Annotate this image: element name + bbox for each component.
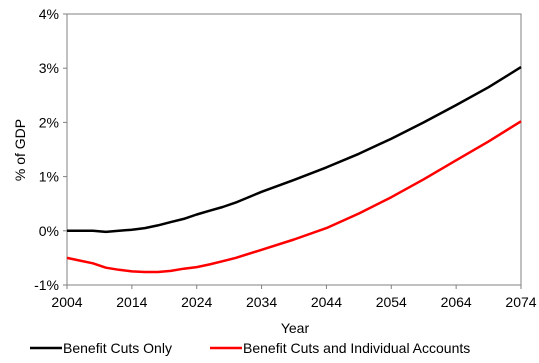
y-tick-label: 2% [39,114,59,130]
x-tick-label: 2064 [441,294,472,310]
x-tick-label: 2054 [376,294,407,310]
legend: Benefit Cuts Only Benefit Cuts and Indiv… [30,340,470,356]
tick-labels: -1% 0% 1% 2% 3% 4% 2004 2014 2024 2034 2044 2054 206… [34,6,537,310]
axes [63,13,522,289]
y-tick-label: -1% [34,277,59,293]
series-line-benefit-cuts-only [67,66,522,234]
y-tick-label: 1% [39,169,59,185]
x-tick-label: 2014 [116,294,147,310]
legend-label-benefit-cuts-and-individual-accounts: Benefit Cuts and Individual Accounts [243,340,470,356]
x-tick-label: 2044 [311,294,342,310]
y-tick-label: 3% [39,60,59,76]
legend-label-benefit-cuts-only: Benefit Cuts Only [63,340,172,356]
series-lines [66,66,522,274]
plot-area-border [66,13,522,286]
x-tick-label: 2024 [181,294,212,310]
series-line-benefit-cuts-and-individual-accounts [66,120,522,274]
y-tick-label: 4% [39,6,59,22]
x-axis-title: Year [281,320,310,336]
y-tick-label: 0% [39,223,59,239]
x-tick-label: 2034 [246,294,277,310]
y-axis-title: % of GDP [12,119,28,181]
x-tick-label: 2074 [505,294,536,310]
x-tick-label: 2004 [51,294,82,310]
